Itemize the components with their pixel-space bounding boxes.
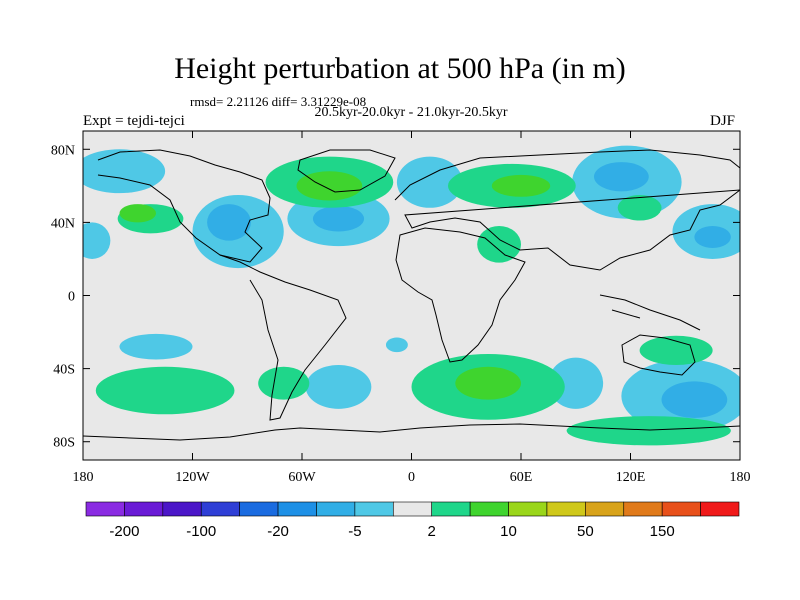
negative-region-13 bbox=[548, 357, 604, 409]
colorbar-label-0: -200 bbox=[109, 523, 139, 540]
colorbar-swatch-11 bbox=[508, 501, 548, 517]
lat-tick-label-0: 80N bbox=[51, 143, 75, 158]
positive-region-6 bbox=[477, 226, 521, 263]
colorbar: -200 -100 -20 -5 2 10 50 150 bbox=[85, 501, 740, 540]
coast-greenland bbox=[297, 149, 396, 193]
positive-region-13 bbox=[566, 416, 731, 446]
lon-tick-label-4: 60E bbox=[510, 470, 533, 485]
colorbar-swatch-9 bbox=[431, 501, 471, 517]
lon-tick-label-6: 180 bbox=[730, 470, 751, 485]
negative-region-15 bbox=[661, 381, 728, 418]
negative-region-12 bbox=[305, 364, 372, 409]
negative-region-0 bbox=[83, 149, 166, 194]
negative-region-5 bbox=[312, 205, 365, 232]
lon-tick-label-2: 60W bbox=[288, 470, 316, 485]
coast-eurasia bbox=[394, 149, 740, 271]
colorbar-swatch-5 bbox=[277, 501, 317, 517]
colorbar-label-2: -20 bbox=[267, 523, 289, 540]
axis-ticks: 80N 40N 0 40S 80S 180 120W 60W 0 60E 120E 180 bbox=[51, 131, 751, 485]
colorbar-swatch-6 bbox=[316, 501, 356, 517]
lon-tick-label-0: 180 bbox=[73, 470, 94, 485]
colorbar-swatch-7 bbox=[354, 501, 394, 517]
coast-africa bbox=[395, 227, 526, 363]
coast-central-south-america bbox=[219, 254, 347, 421]
negative-region-8 bbox=[594, 162, 649, 192]
colorbar-swatch-10 bbox=[469, 501, 509, 517]
colorbar-swatch-0 bbox=[85, 501, 125, 517]
lat-tick-label-3: 40S bbox=[53, 363, 75, 378]
colorbar-label-1: -100 bbox=[186, 523, 216, 540]
positive-region-7 bbox=[617, 194, 662, 221]
rmsd-label: rmsd= 2.21126 diff= 3.31229e-08 bbox=[190, 94, 367, 109]
positive-region-5 bbox=[491, 174, 551, 197]
colorbar-swatch-12 bbox=[546, 501, 586, 517]
coast-maritime-asia bbox=[599, 294, 701, 331]
positive-region-9 bbox=[258, 366, 310, 400]
chart-title: Height perturbation at 500 hPa (in m) bbox=[174, 52, 626, 85]
negative-region-10 bbox=[694, 226, 731, 248]
negative-region-16 bbox=[385, 337, 408, 353]
colorbar-swatch-13 bbox=[585, 501, 625, 517]
lon-tick-label-1: 120W bbox=[175, 470, 210, 485]
positive-region-11 bbox=[455, 366, 521, 400]
positive-region-12 bbox=[639, 335, 713, 365]
colorbar-label-4: 2 bbox=[428, 523, 436, 540]
positive-region-1 bbox=[119, 204, 156, 223]
lat-tick-label-1: 40N bbox=[51, 216, 75, 231]
positive-region-3 bbox=[296, 171, 363, 201]
negative-region-11 bbox=[119, 333, 193, 360]
colorbar-label-3: -5 bbox=[348, 523, 361, 540]
positive-region-8 bbox=[95, 366, 235, 415]
colorbar-swatch-3 bbox=[200, 501, 240, 517]
negative-region-3 bbox=[207, 204, 251, 241]
colorbar-swatch-16 bbox=[700, 501, 740, 517]
coast-north-america bbox=[97, 149, 271, 263]
colorbar-swatch-2 bbox=[162, 501, 202, 517]
colorbar-label-7: 150 bbox=[650, 523, 675, 540]
chart-subtitle: 20.5kyr-20.0kyr - 21.0kyr-20.5kyr bbox=[314, 105, 508, 120]
coast-australia bbox=[621, 334, 696, 376]
colorbar-swatch-8 bbox=[392, 501, 433, 517]
lon-tick-label-3: 0 bbox=[408, 470, 415, 485]
lat-tick-label-2: 0 bbox=[68, 290, 75, 305]
colorbar-swatch-14 bbox=[623, 501, 663, 517]
colorbar-label-6: 50 bbox=[577, 523, 594, 540]
colorbar-swatch-4 bbox=[239, 501, 279, 517]
coastlines bbox=[83, 149, 740, 441]
experiment-label: Expt = tejdi-tejci bbox=[83, 113, 185, 129]
negative-region-1 bbox=[83, 222, 111, 259]
coast-antarctica bbox=[83, 423, 740, 441]
season-label: DJF bbox=[710, 113, 736, 129]
negative-region-6 bbox=[396, 156, 463, 208]
lat-tick-label-4: 80S bbox=[53, 436, 75, 451]
colorbar-swatch-1 bbox=[124, 501, 164, 517]
colorbar-swatch-15 bbox=[661, 501, 701, 517]
lon-tick-label-5: 120E bbox=[616, 470, 646, 485]
colorbar-label-5: 10 bbox=[500, 523, 517, 540]
